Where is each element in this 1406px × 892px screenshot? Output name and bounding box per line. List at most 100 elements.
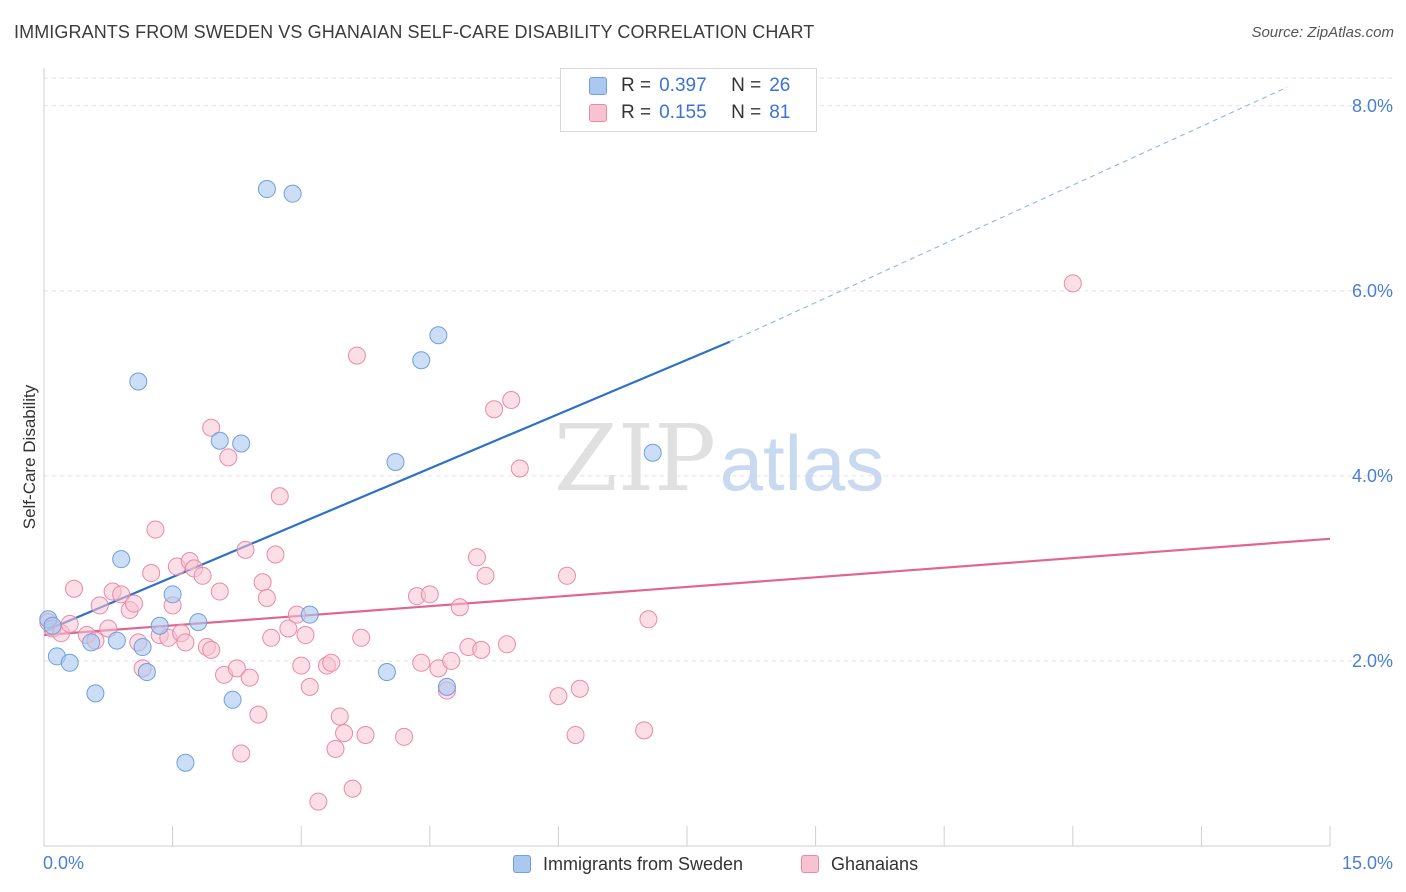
point-ghanaians bbox=[510, 459, 529, 478]
point-ghanaians bbox=[300, 677, 319, 696]
point-sweden bbox=[137, 663, 156, 682]
point-sweden bbox=[189, 613, 208, 632]
point-sweden bbox=[86, 684, 105, 703]
point-ghanaians bbox=[210, 582, 229, 601]
trendline-sweden-extension bbox=[729, 86, 1288, 343]
data-points bbox=[39, 180, 1082, 811]
point-ghanaians bbox=[557, 566, 576, 585]
point-ghanaians bbox=[266, 545, 285, 564]
point-ghanaians bbox=[125, 594, 144, 613]
point-ghanaians bbox=[193, 566, 212, 585]
point-sweden bbox=[223, 690, 242, 709]
axis-ticks bbox=[43, 826, 1331, 846]
bottom-legend-sweden: Immigrants from Sweden bbox=[513, 852, 743, 876]
point-ghanaians bbox=[279, 619, 298, 638]
trendline-sweden bbox=[43, 340, 731, 633]
point-ghanaians bbox=[330, 707, 349, 726]
point-sweden bbox=[232, 434, 251, 453]
point-ghanaians bbox=[635, 721, 654, 740]
point-ghanaians bbox=[549, 687, 568, 706]
legend-row-ghanaians: R = 0.155 N = 81 bbox=[561, 100, 790, 126]
legend-swatch-ghanaians bbox=[589, 104, 607, 122]
point-ghanaians bbox=[253, 573, 272, 592]
point-ghanaians bbox=[176, 633, 195, 652]
y-tick-label: 6.0% bbox=[1352, 281, 1393, 301]
legend-row-sweden: R = 0.397 N = 26 bbox=[561, 73, 790, 99]
point-sweden bbox=[386, 453, 405, 471]
point-sweden bbox=[82, 633, 101, 652]
point-ghanaians bbox=[146, 520, 165, 539]
source-label: Source: ZipAtlas.com bbox=[1251, 24, 1394, 41]
legend-r-value: 0.155 bbox=[659, 102, 707, 123]
point-ghanaians bbox=[395, 727, 414, 746]
point-ghanaians bbox=[322, 653, 341, 672]
legend-r-value: 0.397 bbox=[659, 75, 707, 96]
point-ghanaians bbox=[485, 400, 504, 419]
point-sweden bbox=[129, 372, 148, 391]
point-ghanaians bbox=[502, 391, 521, 410]
legend-n-label: N = bbox=[731, 102, 762, 123]
watermark-atlas: atlas bbox=[720, 419, 885, 507]
bottom-legend-swatch-ghanaians bbox=[801, 855, 819, 873]
point-ghanaians bbox=[420, 585, 439, 604]
point-sweden bbox=[60, 653, 79, 672]
bottom-legend-ghanaians: Ghanaians bbox=[801, 852, 918, 876]
trendline-ghanaians bbox=[43, 537, 1331, 637]
watermark-zip: ZIP bbox=[554, 405, 716, 512]
point-ghanaians bbox=[343, 779, 362, 798]
point-ghanaians bbox=[347, 346, 366, 365]
point-sweden bbox=[437, 677, 456, 696]
legend-r-label: R = bbox=[621, 102, 652, 123]
point-ghanaians bbox=[257, 589, 276, 608]
x-tick-label: 15.0% bbox=[1342, 853, 1393, 873]
bottom-legend-label-ghanaians: Ghanaians bbox=[831, 853, 919, 874]
point-ghanaians bbox=[112, 585, 131, 604]
point-sweden bbox=[133, 638, 152, 657]
point-ghanaians bbox=[227, 659, 246, 678]
point-ghanaians bbox=[476, 566, 495, 585]
y-axis-title: Self-Care Disability bbox=[20, 384, 39, 529]
point-ghanaians bbox=[356, 725, 375, 744]
x-tick-label: 0.0% bbox=[43, 853, 84, 873]
point-ghanaians bbox=[249, 705, 268, 724]
point-sweden bbox=[283, 184, 302, 203]
legend-n-value: 81 bbox=[769, 102, 791, 123]
point-ghanaians bbox=[232, 744, 251, 763]
gridlines bbox=[44, 77, 1392, 662]
point-ghanaians bbox=[309, 792, 328, 811]
point-ghanaians bbox=[335, 724, 354, 743]
legend-n-label: N = bbox=[731, 75, 762, 96]
point-ghanaians bbox=[262, 628, 281, 647]
point-sweden bbox=[112, 550, 131, 569]
legend-r-label: R = bbox=[621, 75, 652, 96]
point-ghanaians bbox=[1063, 274, 1082, 293]
point-ghanaians bbox=[442, 651, 461, 670]
point-sweden bbox=[150, 616, 169, 635]
point-ghanaians bbox=[142, 564, 161, 583]
point-ghanaians bbox=[60, 614, 79, 633]
legend-n-value: 26 bbox=[769, 75, 791, 96]
point-ghanaians bbox=[639, 610, 658, 629]
point-sweden bbox=[107, 631, 126, 650]
point-ghanaians bbox=[497, 635, 516, 654]
bottom-legend-swatch-sweden bbox=[513, 855, 531, 873]
point-ghanaians bbox=[202, 418, 221, 437]
bottom-legend-label-sweden: Immigrants from Sweden bbox=[543, 853, 744, 874]
point-sweden bbox=[300, 605, 319, 624]
point-sweden bbox=[163, 585, 182, 604]
legend-swatch-sweden bbox=[589, 77, 607, 95]
point-ghanaians bbox=[450, 598, 469, 617]
point-ghanaians bbox=[240, 668, 259, 687]
point-ghanaians bbox=[352, 628, 371, 647]
point-sweden bbox=[412, 351, 431, 370]
point-ghanaians bbox=[236, 540, 255, 559]
point-sweden bbox=[643, 443, 662, 462]
point-ghanaians bbox=[472, 640, 491, 659]
y-tick-label: 4.0% bbox=[1352, 466, 1393, 486]
point-ghanaians bbox=[570, 679, 589, 698]
point-ghanaians bbox=[412, 653, 431, 672]
point-sweden bbox=[210, 431, 229, 450]
point-ghanaians bbox=[270, 487, 289, 506]
trendlines bbox=[43, 86, 1331, 637]
